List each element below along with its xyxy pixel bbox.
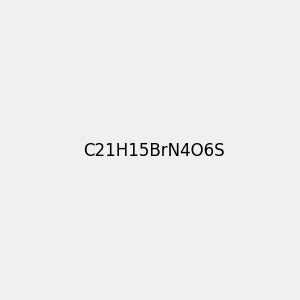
Text: C21H15BrN4O6S: C21H15BrN4O6S bbox=[83, 142, 225, 160]
